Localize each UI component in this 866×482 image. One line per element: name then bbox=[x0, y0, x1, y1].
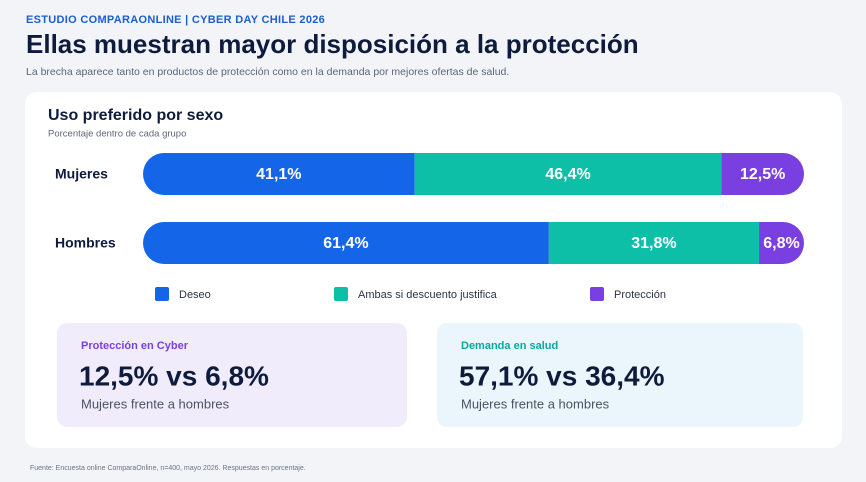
card-label: Demanda en salud bbox=[461, 340, 558, 352]
card-label: Protección en Cyber bbox=[81, 340, 189, 352]
chart-title: Uso preferido por sexo bbox=[48, 107, 223, 124]
legend-swatch bbox=[590, 287, 604, 301]
data-label: 6,8% bbox=[763, 235, 799, 252]
bar-segment bbox=[548, 222, 760, 264]
card-note: Mujeres frente a hombres bbox=[81, 396, 230, 411]
card-value: 12,5% vs 6,8% bbox=[79, 360, 269, 391]
chart-subtitle: Porcentaje dentro de cada grupo bbox=[48, 129, 186, 140]
chart: Mujeres 41,1% 46,4% 12,5% Hombres 61,4% 31,8% 6… bbox=[55, 153, 804, 301]
data-label: 61,4% bbox=[323, 235, 368, 252]
page-title: Ellas muestran mayor disposición a la pr… bbox=[26, 29, 639, 59]
bar-segment bbox=[721, 153, 804, 195]
card-note: Mujeres frente a hombres bbox=[461, 396, 610, 411]
stat-card bbox=[437, 323, 803, 427]
legend-label: Protección bbox=[614, 289, 666, 301]
data-label: 46,4% bbox=[545, 166, 590, 183]
bar-segment bbox=[143, 153, 415, 195]
footnote: Fuente: Encuesta online ComparaOnline, n… bbox=[30, 465, 306, 472]
data-label: 12,5% bbox=[740, 166, 785, 183]
data-label: 41,1% bbox=[256, 166, 301, 183]
legend-swatch bbox=[155, 287, 169, 301]
bar-row bbox=[143, 153, 804, 195]
bar-segment bbox=[414, 153, 722, 195]
bar-row bbox=[143, 222, 804, 264]
card-value: 57,1% vs 36,4% bbox=[459, 360, 665, 391]
stat-card bbox=[57, 323, 407, 427]
row-label: Hombres bbox=[55, 235, 116, 251]
legend-swatch bbox=[334, 287, 348, 301]
kicker: ESTUDIO COMPARAONLINE | CYBER DAY CHILE … bbox=[26, 14, 325, 26]
page-subtitle: La brecha aparece tanto en productos de … bbox=[26, 66, 509, 78]
legend-label: Deseo bbox=[179, 289, 211, 301]
data-label: 31,8% bbox=[631, 235, 676, 252]
legend-label: Ambas si descuento justifica bbox=[358, 289, 498, 301]
bar-segment bbox=[143, 222, 549, 264]
bar-segment bbox=[759, 222, 804, 264]
row-label: Mujeres bbox=[55, 166, 108, 182]
